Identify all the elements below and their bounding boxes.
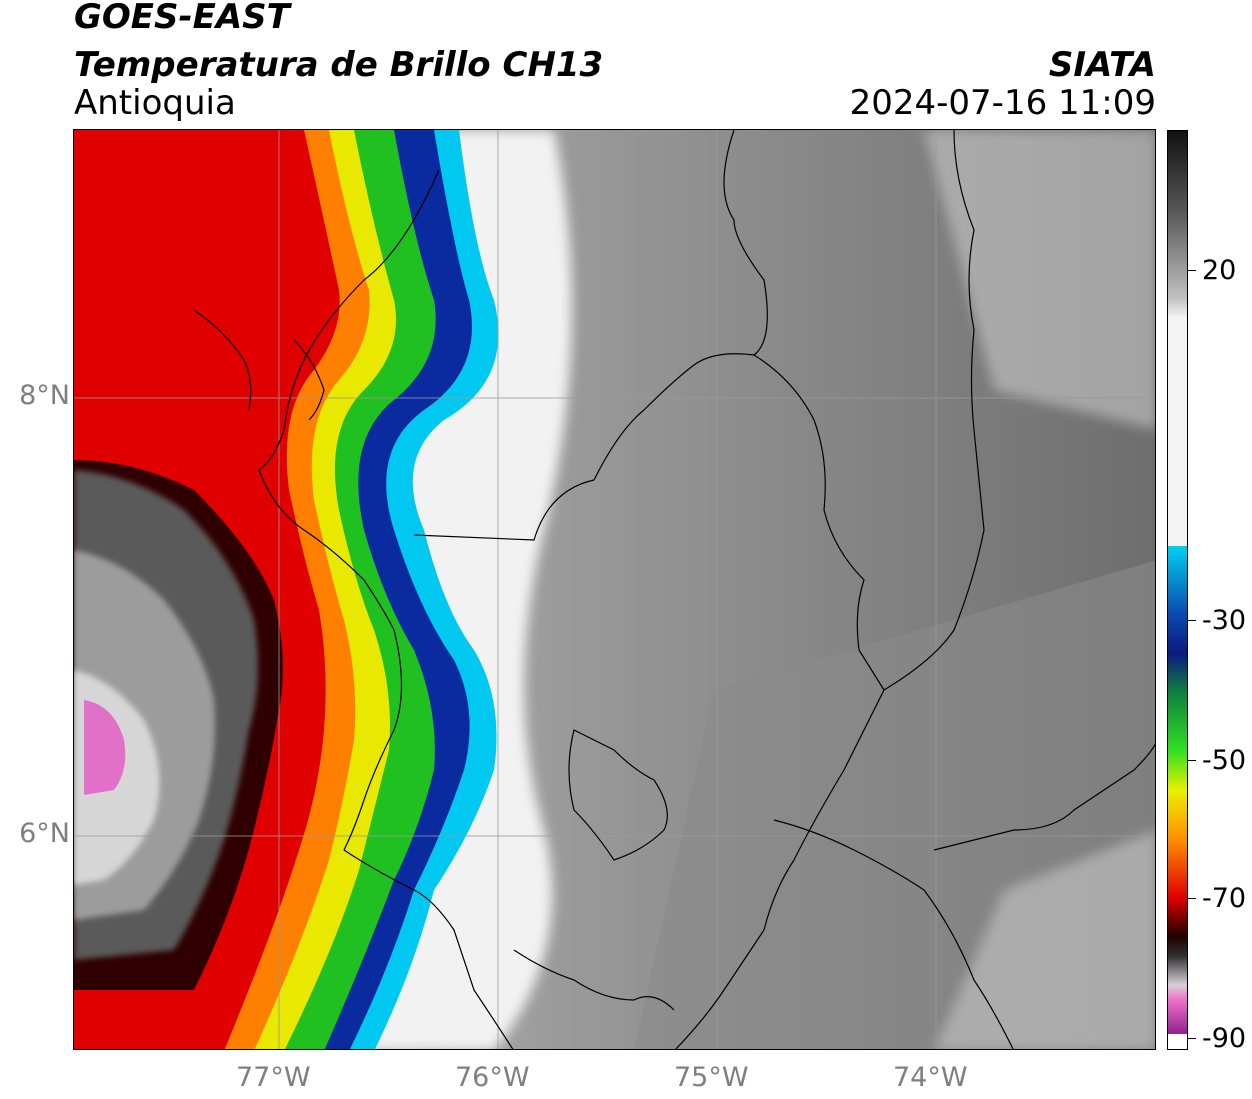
cloud-patch-northeast: [924, 130, 1155, 430]
graticule: [74, 130, 1155, 1049]
lat-label-8n: 8°N: [19, 380, 70, 411]
colorbar-label-minus90: -90: [1202, 1023, 1247, 1054]
lon-label-75w: 75°W: [674, 1062, 749, 1093]
lon-label-74w: 74°W: [893, 1062, 968, 1093]
map-graphic: [74, 130, 1155, 1049]
colorbar-label-minus30: -30: [1202, 605, 1247, 636]
lat-label-6n: 6°N: [19, 818, 70, 849]
lon-label-77w: 77°W: [236, 1062, 311, 1093]
colorbar-label-20: 20: [1202, 255, 1237, 286]
product-title: Temperatura de Brillo CH13: [74, 45, 604, 85]
satellite-title: GOES-EAST: [74, 0, 290, 37]
timestamp-label: 2024-07-16 11:09: [849, 83, 1156, 123]
colorbar-label-minus50: -50: [1202, 745, 1247, 776]
lon-label-76w: 76°W: [455, 1062, 530, 1093]
colorbar: [1167, 130, 1188, 1050]
organization-label: SIATA: [1048, 45, 1156, 85]
colorbar-label-minus70: -70: [1202, 883, 1247, 914]
region-label: Antioquia: [74, 83, 236, 123]
satellite-map: [73, 129, 1156, 1050]
admin-boundaries: [193, 130, 1155, 1049]
colorbar-graphic: [1168, 131, 1187, 1049]
